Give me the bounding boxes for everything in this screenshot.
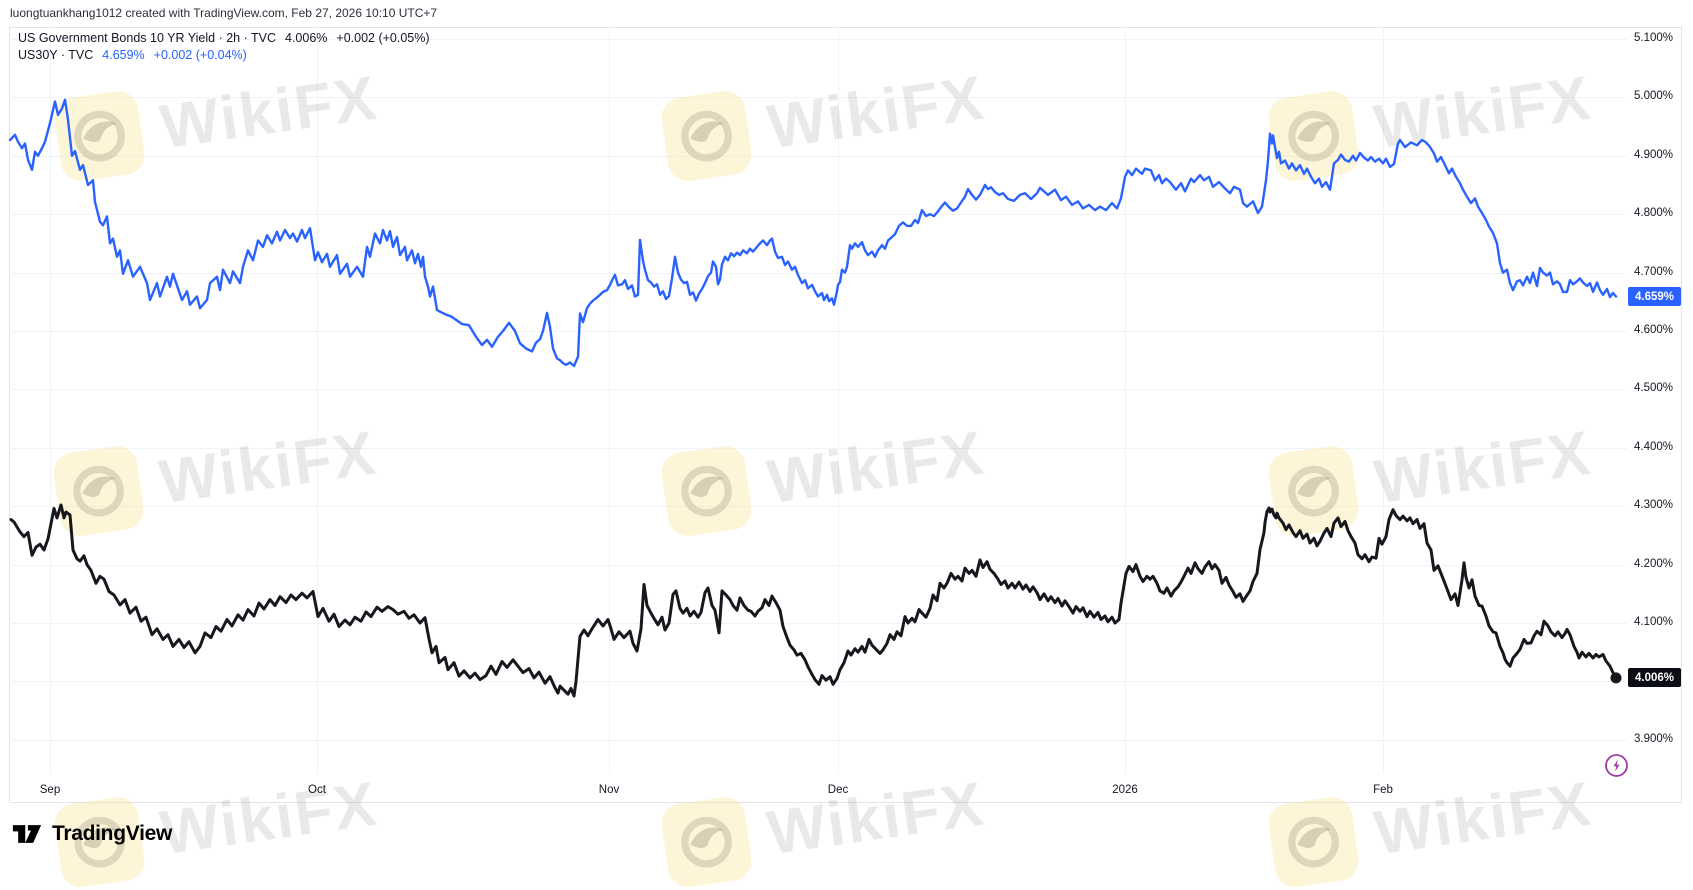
price-tick-label: 4.300% bbox=[1634, 499, 1674, 512]
tradingview-logo-text: TradingView bbox=[52, 822, 173, 845]
price-tick-label: 4.800% bbox=[1634, 207, 1674, 220]
v-gridline bbox=[317, 27, 318, 773]
h-gridline bbox=[9, 272, 1627, 274]
legend-us10y-title: US Government Bonds 10 YR Yield · 2h · T… bbox=[18, 31, 276, 45]
lightning-flash-icon[interactable] bbox=[1604, 753, 1629, 778]
time-tick-label: Oct bbox=[308, 784, 326, 796]
series-end-dot bbox=[1610, 672, 1622, 684]
price-badge: 4.006% bbox=[1628, 668, 1681, 688]
v-gridline bbox=[1125, 27, 1126, 773]
h-gridline bbox=[9, 97, 1627, 99]
h-gridline bbox=[9, 447, 1627, 449]
price-tick-label: 4.700% bbox=[1634, 265, 1674, 278]
price-tick-label: 4.100% bbox=[1634, 616, 1674, 628]
price-tick-label: 5.000% bbox=[1634, 90, 1674, 103]
price-tick-label: 5.100% bbox=[1634, 32, 1674, 44]
series-line-us-government-bonds-10-yr-yield bbox=[9, 503, 1618, 698]
time-tick-label: Nov bbox=[598, 784, 620, 796]
legend-row-us10y[interactable]: US Government Bonds 10 YR Yield · 2h · T… bbox=[18, 30, 430, 47]
legend-row-us30y[interactable]: US30Y · TVC 4.659% +0.002 (+0.04%) bbox=[18, 47, 430, 64]
h-gridline bbox=[9, 506, 1627, 508]
price-tick-label: 3.900% bbox=[1634, 732, 1674, 745]
v-gridline bbox=[50, 27, 51, 773]
v-gridline bbox=[609, 27, 610, 773]
time-tick-label: Feb bbox=[1373, 784, 1393, 796]
h-gridline bbox=[9, 214, 1627, 216]
chart-legend: US Government Bonds 10 YR Yield · 2h · T… bbox=[18, 30, 430, 64]
time-tick-label: 2026 bbox=[1112, 784, 1138, 796]
h-gridline bbox=[9, 739, 1627, 741]
v-gridline bbox=[838, 27, 839, 773]
legend-us30y-title: US30Y · TVC bbox=[18, 48, 94, 62]
legend-us10y-value: 4.006% bbox=[285, 31, 328, 45]
price-tick-label: 4.900% bbox=[1634, 148, 1674, 161]
h-gridline bbox=[9, 623, 1627, 624]
v-gridline bbox=[1383, 27, 1384, 773]
series-line-us30y bbox=[8, 98, 1618, 368]
legend-us10y-change: +0.002 (+0.05%) bbox=[336, 31, 430, 45]
time-tick-label: Dec bbox=[827, 784, 849, 796]
price-tick-label: 4.200% bbox=[1634, 557, 1674, 570]
price-tick-label: 4.600% bbox=[1634, 324, 1674, 336]
price-tick-label: 4.400% bbox=[1634, 440, 1674, 453]
h-gridline bbox=[9, 155, 1627, 157]
legend-us30y-change: +0.002 (+0.04%) bbox=[153, 48, 247, 62]
time-tick-label: Sep bbox=[39, 784, 61, 796]
tradingview-logo[interactable]: TradingView bbox=[12, 820, 172, 848]
h-gridline bbox=[9, 39, 1627, 40]
h-gridline bbox=[9, 331, 1627, 332]
price-badge: 4.659% bbox=[1628, 287, 1681, 307]
h-gridline bbox=[9, 564, 1627, 566]
attribution-text: luongtuankhang1012 created with TradingV… bbox=[10, 6, 438, 20]
h-gridline bbox=[9, 389, 1627, 391]
price-series-plot bbox=[8, 98, 1622, 698]
legend-us30y-value: 4.659% bbox=[102, 48, 145, 62]
tradingview-logo-icon bbox=[12, 825, 42, 843]
price-tick-label: 4.500% bbox=[1634, 382, 1674, 395]
